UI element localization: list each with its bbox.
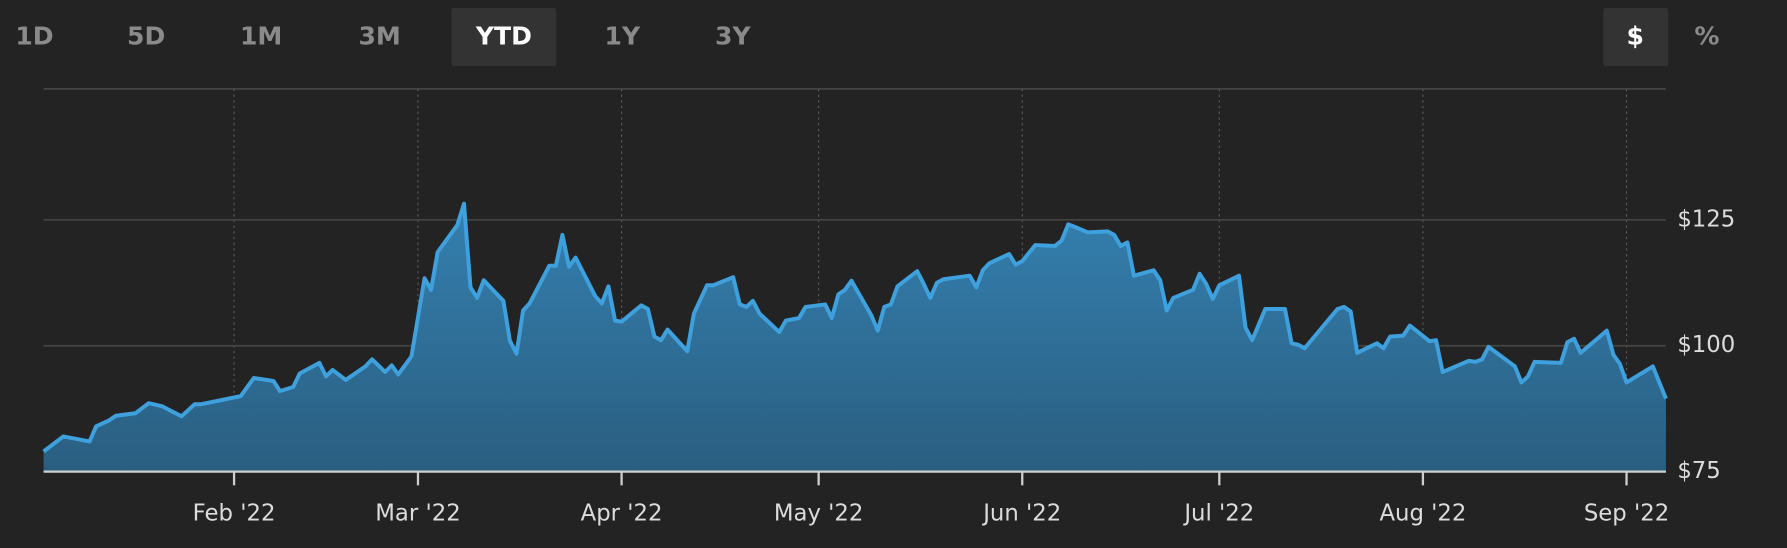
x-tick-label: Jul '22: [1182, 500, 1254, 526]
range-tab[interactable]: 3Y: [715, 22, 751, 51]
range-tab[interactable]: 1D: [15, 22, 53, 51]
x-tick-label: Jun '22: [981, 500, 1061, 526]
unit-tab[interactable]: %: [1694, 22, 1719, 51]
y-tick-label: $75: [1677, 458, 1720, 484]
area: [43, 203, 1666, 472]
x-tick-label: Feb '22: [193, 500, 276, 526]
x-tick-label: Mar '22: [375, 500, 460, 526]
range-tab[interactable]: 5D: [127, 22, 165, 51]
y-tick-label: $125: [1677, 206, 1735, 232]
range-tab[interactable]: 1M: [240, 22, 282, 51]
range-tab[interactable]: 1Y: [605, 22, 641, 51]
range-tab[interactable]: 3M: [358, 22, 400, 51]
x-tick-label: Apr '22: [581, 500, 663, 526]
selected-tab-bg: [1603, 7, 1669, 67]
unit-tab[interactable]: $: [1626, 22, 1643, 51]
price-line: [42, 201, 1668, 454]
x-tick-label: Sep '22: [1584, 500, 1669, 526]
tab-bar: 1D 5D 1M 3M YTD 1Y 3Y $%: [15, 7, 1720, 67]
selected-tab-bg: [451, 7, 557, 67]
plot: Feb '22 Mar '22 Apr '22 May '22 Jun '22 Jul '…: [42, 88, 1735, 526]
x-tick-label: May '22: [774, 500, 864, 526]
x-tick-label: Aug '22: [1379, 500, 1466, 526]
y-tick-label: $100: [1677, 332, 1735, 358]
range-tab[interactable]: YTD: [475, 22, 532, 51]
